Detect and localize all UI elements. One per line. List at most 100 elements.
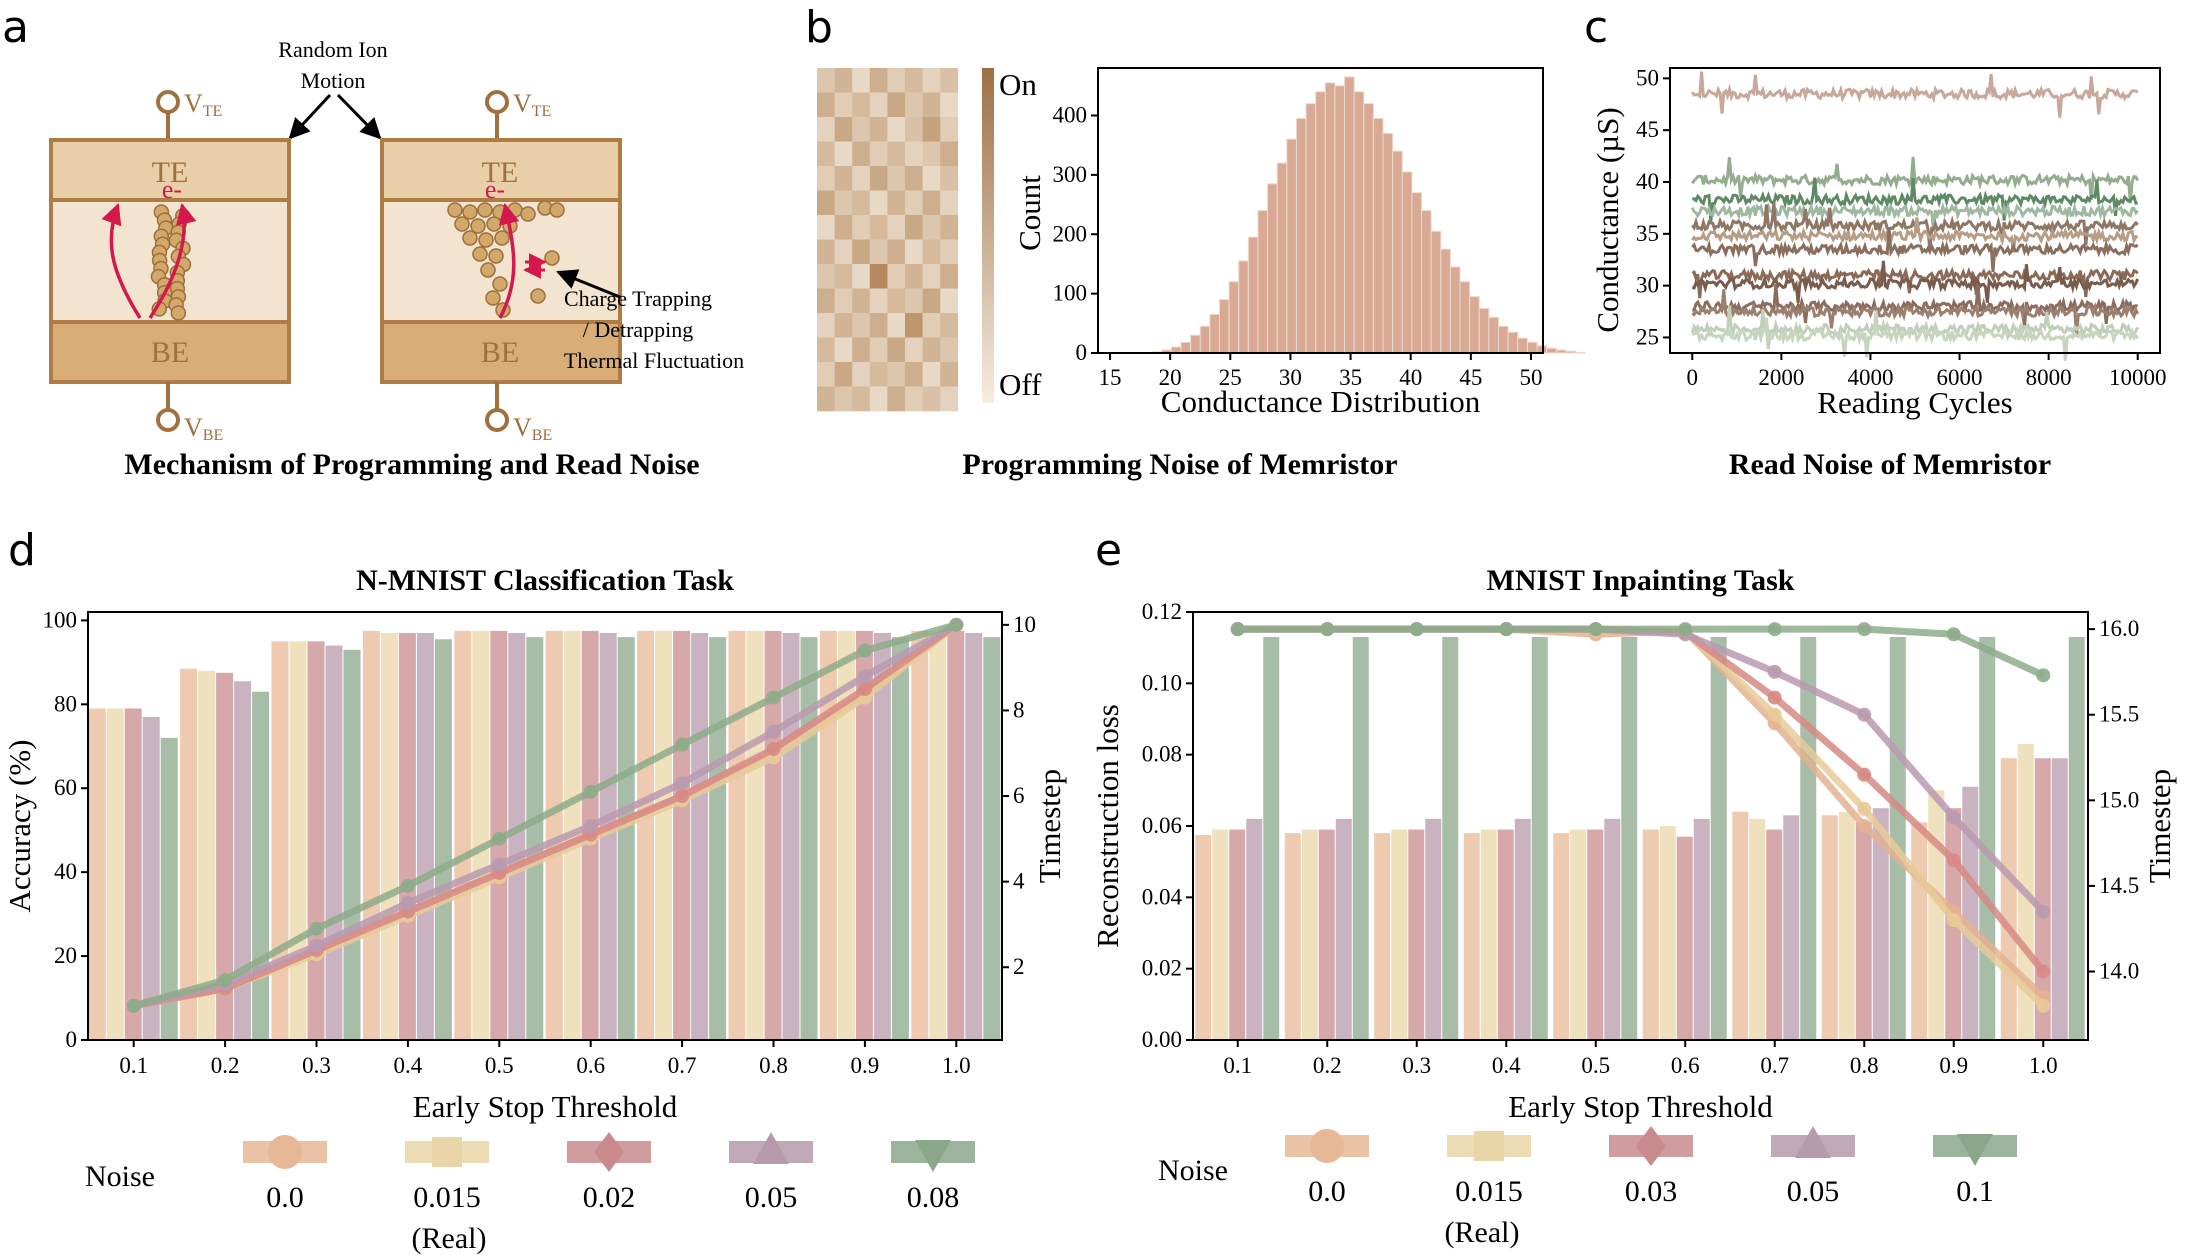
histogram-bar [1401,171,1413,354]
bar-0_05 [691,632,709,1040]
legend-label: 0.02 [583,1181,636,1214]
heatmap-cell [834,362,853,387]
timestep-point [309,938,324,953]
heatmap-cell [922,288,941,314]
heatmap-cell [852,337,871,363]
y-tick-label: 300 [1053,162,1088,187]
colorbar [982,68,994,403]
bar-0_02 [398,632,416,1040]
y-tick-label: 200 [1053,221,1088,246]
timestep-point [1588,622,1603,637]
x-tick-label: 0.5 [1581,1053,1610,1078]
bar-0_02 [947,630,965,1040]
bar-0_05 [1693,818,1710,1040]
histogram-bar [1218,299,1230,354]
timestep-point [2036,998,2051,1013]
heatmap-cell [905,92,923,118]
heatmap-cell [887,92,906,118]
heatmap-cell [922,68,941,93]
timestep-line-0_02 [133,621,959,1010]
x-tick-label: 2000 [1758,365,1804,390]
bar-0_03 [1766,829,1783,1040]
bar-0_02 [124,708,142,1040]
timestep-point [1767,622,1782,637]
timestep-point [1946,627,1961,642]
bar-0_015 [380,632,398,1040]
read-trace [1691,71,2139,118]
histogram-bar [1498,325,1509,354]
x-tick-label: 0.6 [576,1053,605,1078]
bar-0_02 [673,630,691,1040]
y-tick-label: 50 [1636,65,1659,90]
bar-0_0 [1821,815,1838,1040]
heatmap-cell [817,92,835,118]
legend-label: 0.05 [1787,1175,1840,1208]
timestep-point [2036,964,2051,979]
x-tick-label: 0.1 [119,1053,148,1078]
x-tick-label: 0 [1687,365,1699,390]
arrow-left [288,93,332,140]
heatmap-cell [852,215,871,240]
histogram-bar [1517,337,1528,354]
histogram-bar [1372,117,1384,354]
bar-0_0 [454,630,472,1040]
y2-tick-label: 10 [1013,612,1036,637]
y-tick-label: 80 [54,691,77,716]
histogram-bar [1392,150,1403,354]
bar-0_1 [1710,636,1727,1040]
bar-0_1 [1531,636,1548,1040]
ion-particle [462,204,478,220]
bar-0_015 [1570,829,1587,1040]
x-tick-label: 6000 [1937,365,1983,390]
ion-particle [492,276,508,292]
histogram-bar [1469,296,1480,354]
heatmap-cell [922,386,941,412]
histogram-bar [1507,331,1519,354]
bar-0_1 [1352,636,1369,1040]
heatmap-cell [852,362,871,387]
timestep-point [1857,801,1872,816]
heatmap-cell [887,190,906,216]
bar-0_0 [2000,758,2017,1040]
heatmap-cell [905,239,923,265]
timestep-point [400,896,415,911]
x-tick-label: 1.0 [2029,1053,2058,1078]
histogram-frame [1097,67,1544,354]
histogram-bar [1324,82,1336,354]
timestep-point [675,776,690,791]
chart-title: MNIST Inpainting Task [1487,564,1795,597]
timestep-point [1499,622,1514,637]
timestep-point [1946,853,1961,868]
bar-0_08 [434,639,452,1040]
timestep-point [766,741,781,756]
heatmap-cell [905,288,923,314]
histogram-bar [1411,192,1423,354]
ion-particle [472,246,488,262]
y2-tick-label: 4 [1013,869,1025,894]
caption-c: Read Noise of Memristor [1729,448,2051,481]
x-tick-label: 25 [1219,365,1242,390]
x-tick-label: 30 [1279,365,1302,390]
heatmap-cell [817,190,835,216]
bar-0_0 [1553,833,1570,1040]
x-tick-label: 0.9 [1939,1053,1968,1078]
bar-0_08 [891,637,909,1040]
heatmap-cell [940,141,959,167]
timestep-point [1320,622,1335,637]
heatmap-cell [869,288,888,314]
bar-0_08 [252,691,270,1040]
heatmap-cell [817,313,835,338]
legend-marker-circle [268,1135,302,1169]
bar-0_015 [1391,829,1408,1040]
histogram-bar [1440,248,1451,354]
classification-chart: 0.1 0.2 0.3 0.4 0.5 0.6 0.7 0.8 0.9 1.0 0 20 40 60 80 1… [2,564,1067,1124]
y-tick-label: 0.06 [1142,813,1182,838]
ion-particle [477,202,493,218]
timestep-point [1857,767,1872,782]
bar-0_1 [1889,636,1906,1040]
timestep-point [1230,622,1245,637]
bar-0_05 [1604,818,1621,1040]
histogram-bar [1546,347,1557,354]
timestep-point [857,643,872,658]
heatmap-cell [922,264,941,289]
